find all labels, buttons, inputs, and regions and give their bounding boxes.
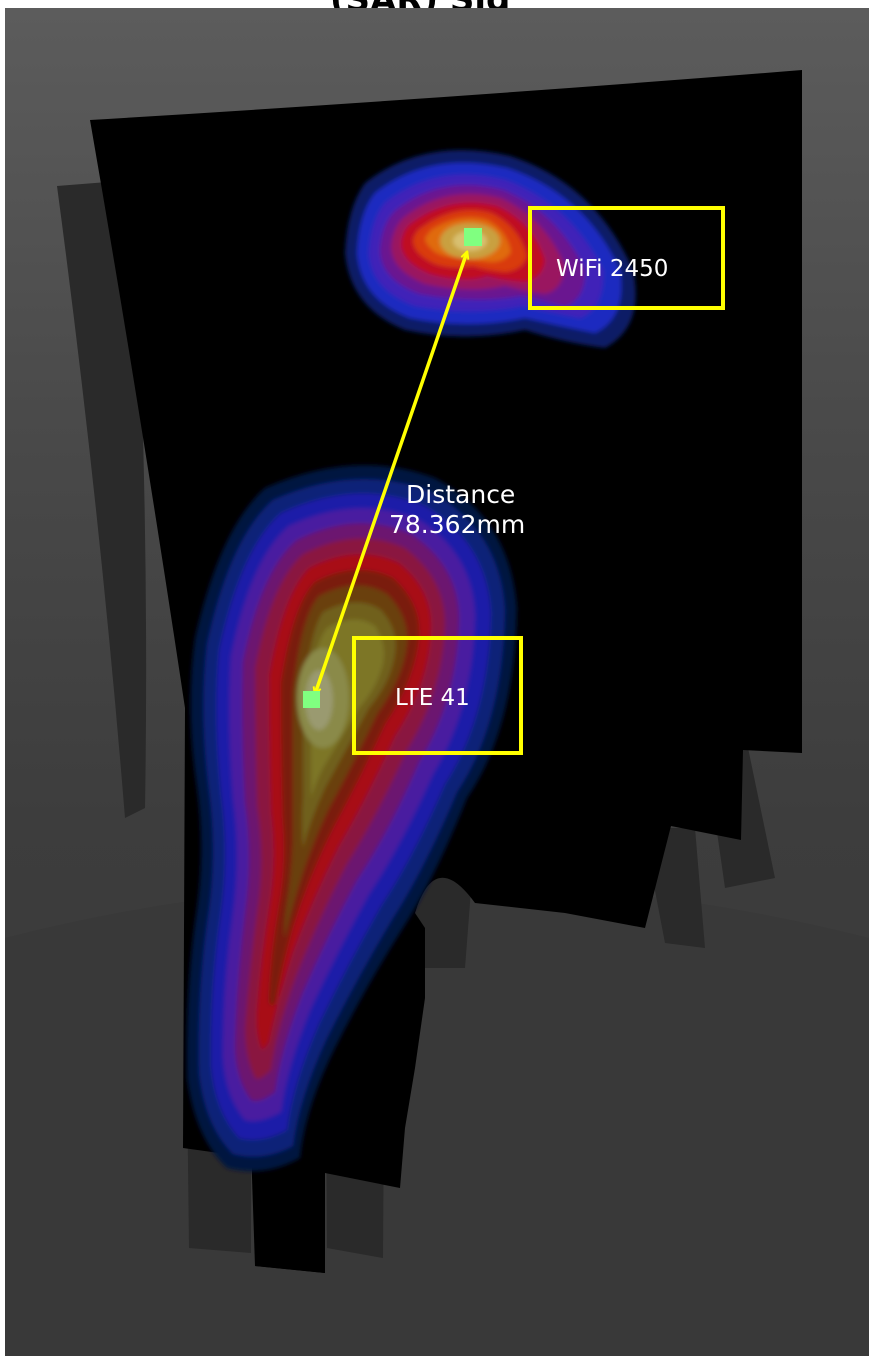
wifi-label-box[interactable]: [528, 206, 725, 310]
lte-label: LTE 41: [395, 685, 470, 711]
wifi-peak-marker[interactable]: [464, 228, 482, 246]
phantom-leg: [251, 1148, 325, 1273]
3d-viewport[interactable]: WiFi 2450 LTE 41 Distance 78.362mm: [5, 8, 869, 1356]
lte-peak-marker[interactable]: [303, 691, 320, 708]
wifi-label: WiFi 2450: [556, 256, 668, 282]
distance-arrow: [315, 252, 467, 694]
distance-caption: Distance: [406, 480, 515, 509]
distance-value: 78.362mm: [389, 510, 525, 539]
sar-scene: WiFi 2450 LTE 41 Distance 78.362mm: [5, 70, 869, 1356]
